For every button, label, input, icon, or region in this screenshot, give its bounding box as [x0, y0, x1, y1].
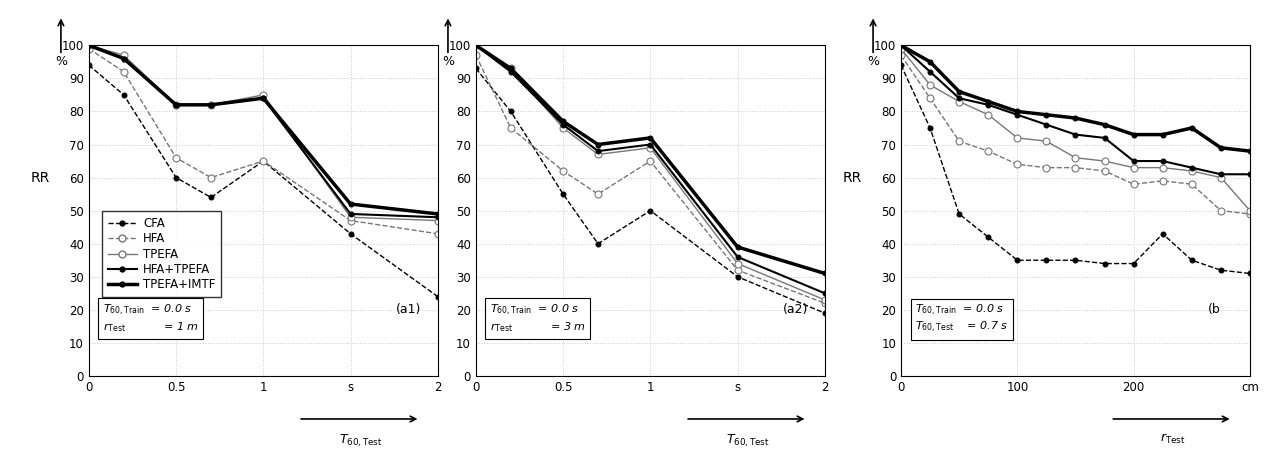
Text: $T_{60,\mathrm{Test}}$: $T_{60,\mathrm{Test}}$: [726, 432, 770, 448]
Text: RR: RR: [30, 171, 49, 184]
Text: $T_{60,\mathrm{Train}}$  = 0.0 s
$T_{60,\mathrm{Test}}$    = 0.7 s: $T_{60,\mathrm{Train}}$ = 0.0 s $T_{60,\…: [915, 303, 1009, 336]
Text: $r_{\mathrm{Test}}$: $r_{\mathrm{Test}}$: [1160, 432, 1187, 446]
Text: %: %: [442, 55, 454, 68]
Text: %: %: [55, 55, 67, 68]
Text: (b: (b: [1208, 303, 1221, 316]
Text: $T_{60,\mathrm{Test}}$: $T_{60,\mathrm{Test}}$: [339, 432, 383, 448]
Text: $T_{60,\mathrm{Train}}$  = 0.0 s
$r_{\mathrm{Test}}$           = 1 m: $T_{60,\mathrm{Train}}$ = 0.0 s $r_{\mat…: [103, 303, 199, 334]
Text: (a2): (a2): [783, 303, 808, 316]
Text: (a1): (a1): [396, 303, 421, 316]
Legend: CFA, HFA, TPEFA, HFA+TPEFA, TPEFA+IMTF: CFA, HFA, TPEFA, HFA+TPEFA, TPEFA+IMTF: [102, 211, 221, 297]
Text: RR: RR: [843, 171, 862, 184]
Text: $T_{60,\mathrm{Train}}$  = 0.0 s
$r_{\mathrm{Test}}$           = 3 m: $T_{60,\mathrm{Train}}$ = 0.0 s $r_{\mat…: [490, 303, 586, 334]
Text: %: %: [867, 55, 879, 68]
